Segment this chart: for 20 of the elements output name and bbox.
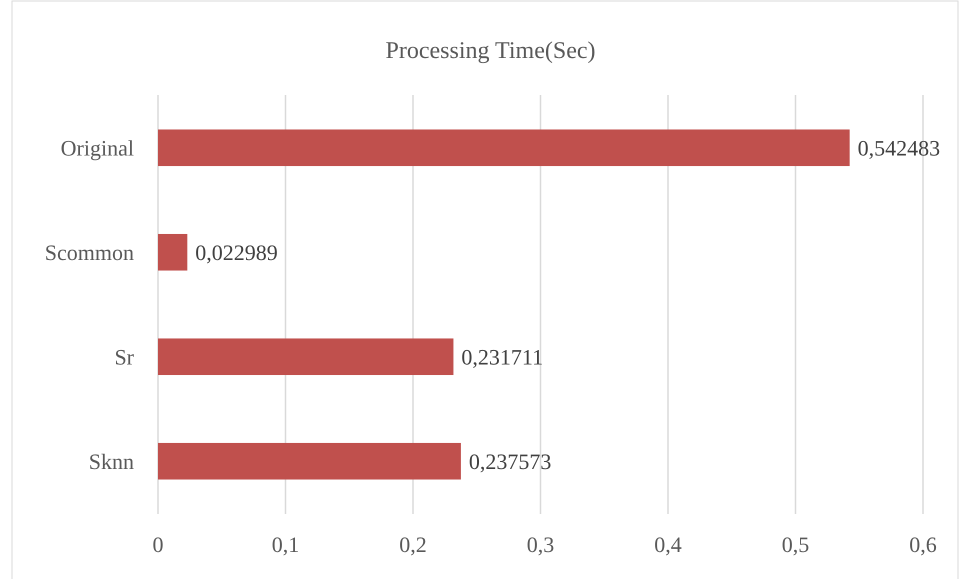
bar (158, 338, 454, 376)
x-tick-label: 0,2 (399, 532, 427, 557)
x-tick-label: 0,6 (909, 532, 937, 557)
bar (158, 442, 461, 480)
data-label: 0,022989 (195, 240, 278, 265)
y-tick-label: Sr (114, 344, 135, 370)
x-tick-label: 0,5 (782, 532, 810, 557)
y-tick-label: Scommon (44, 240, 134, 265)
x-tick-label: 0,1 (272, 532, 300, 557)
y-tick-label: Sknn (88, 448, 134, 474)
x-tick-label: 0 (152, 532, 164, 557)
data-label: 0,231711 (461, 344, 544, 370)
x-tick-label: 0,4 (654, 532, 682, 557)
y-tick-label: Original (60, 135, 134, 160)
x-tick-label: 0,3 (526, 532, 554, 557)
bar (158, 129, 850, 166)
data-label: 0,237573 (468, 448, 552, 474)
chart-title: Processing Time(Sec) (386, 38, 596, 64)
data-label: 0,542483 (858, 135, 940, 160)
bar (158, 234, 188, 271)
